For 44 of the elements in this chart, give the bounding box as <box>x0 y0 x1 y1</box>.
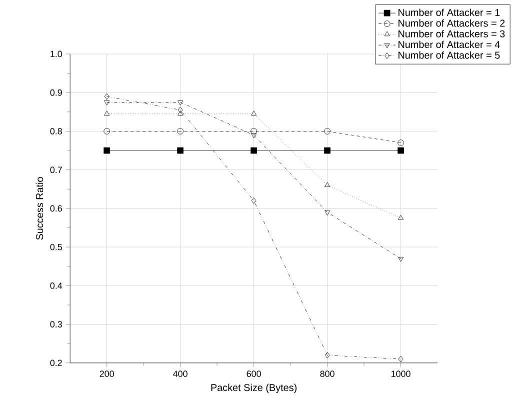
y-tick-label: 0.3 <box>50 321 62 328</box>
y-tick-label: 1.0 <box>50 50 62 58</box>
x-axis-title: Packet Size (Bytes) <box>211 384 297 394</box>
y-tick-label: 0.6 <box>50 205 62 212</box>
legend-label: Number of Attackers = 3 <box>398 30 505 38</box>
point <box>250 128 257 134</box>
legend-label: Number of Attacker = 4 <box>398 40 500 48</box>
y-tick-label: 0.2 <box>50 360 62 366</box>
point <box>104 147 110 154</box>
legend-label: Number of Attackers = 2 <box>398 19 505 27</box>
point <box>177 128 184 134</box>
point <box>251 110 257 116</box>
point <box>177 147 184 154</box>
legend-label: Number of Attacker = 1 <box>398 8 500 16</box>
point <box>398 147 404 154</box>
point <box>324 210 330 216</box>
x-tick-label: 800 <box>320 370 334 378</box>
x-tick-label: 400 <box>173 370 188 378</box>
point <box>398 214 404 220</box>
point <box>398 140 404 146</box>
x-tick-label: 1000 <box>392 370 410 378</box>
point <box>324 147 330 154</box>
point <box>398 256 404 262</box>
point <box>251 198 256 204</box>
point <box>250 147 257 154</box>
point <box>398 356 404 362</box>
point <box>251 133 257 138</box>
x-tick-label: 600 <box>246 370 261 378</box>
y-tick-label: 0.7 <box>50 166 62 174</box>
y-axis-title: Success Ratio <box>36 177 44 240</box>
point <box>178 110 184 116</box>
point <box>104 93 110 100</box>
y-tick-label: 0.8 <box>50 128 62 134</box>
point <box>324 182 330 187</box>
y-tick-label: 0.9 <box>50 89 62 96</box>
x-tick-label: 200 <box>100 370 114 378</box>
legend-label: Number of Attacker = 5 <box>398 51 500 59</box>
point <box>324 352 330 358</box>
point <box>104 100 110 106</box>
point <box>104 110 110 116</box>
y-tick-label: 0.4 <box>50 282 62 289</box>
point <box>324 128 330 134</box>
point <box>104 128 110 134</box>
y-tick-label: 0.5 <box>50 244 62 250</box>
